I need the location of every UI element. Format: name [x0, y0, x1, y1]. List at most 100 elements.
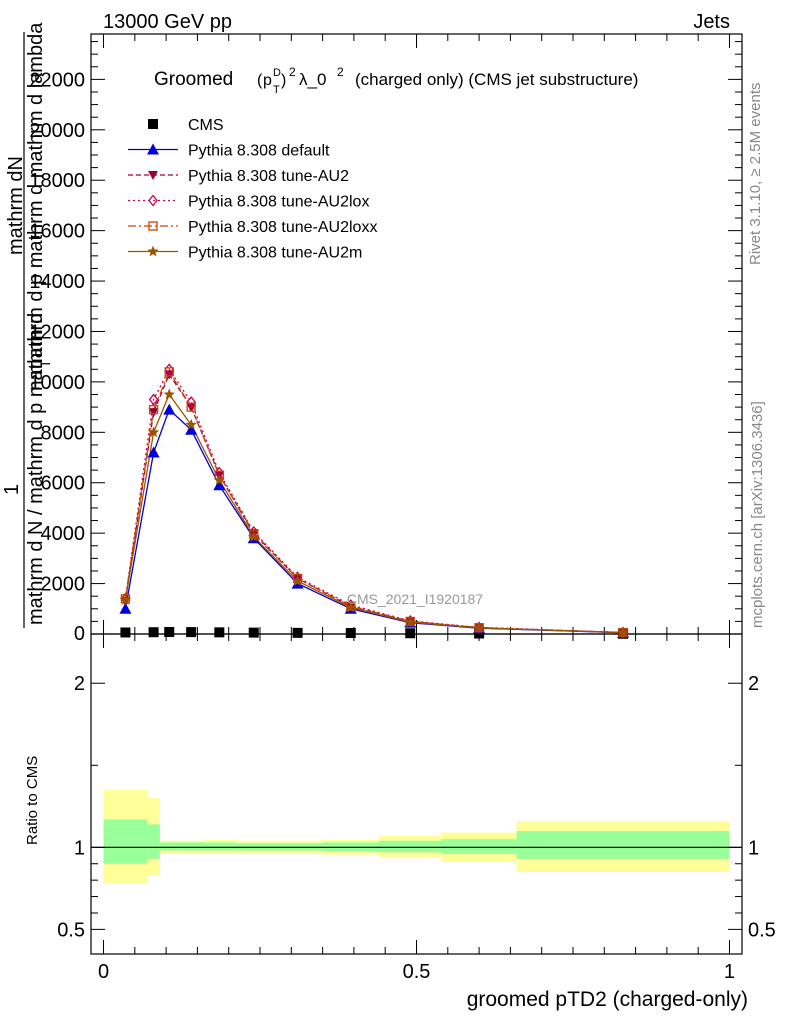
stat-band-4 — [203, 842, 235, 851]
ylabel-line2: mathrm d p mathrm d mathrm d lambda — [25, 22, 47, 375]
ylabel-sub-t: T — [37, 359, 53, 368]
data-point-cms — [120, 627, 131, 638]
main-ylabel: mathrm dN mathrm d p mathrm d mathrm d l… — [1, 22, 53, 628]
data-point-pythia-8-308-default — [119, 602, 132, 614]
ratio-tick-label-left: 0.5 — [57, 919, 85, 941]
ratio-tick-label-right: 2 — [748, 673, 759, 695]
data-point-cms — [248, 627, 259, 638]
data-point-pythia-8-308-tune-au2m — [119, 594, 132, 605]
data-point-pythia-8-308-tune-au2m — [404, 616, 416, 627]
data-point-pythia-8-308-tune-au2m — [617, 626, 629, 638]
legend-label-pythia-8-308-tune-au2lox: Pythia 8.308 tune-AU2lox — [188, 194, 369, 211]
title-prefix: Groomed — [154, 69, 233, 90]
data-point-cms — [474, 628, 485, 639]
legend-marker-pythia-8-308-default — [147, 143, 159, 155]
title-lambda-sup: 2 — [337, 65, 344, 79]
data-point-pythia-8-308-tune-au2m — [291, 575, 304, 586]
x-tick-label: 0 — [98, 961, 109, 983]
data-point-pythia-8-308-default — [185, 423, 198, 435]
ylabel-line3: 1 — [1, 484, 23, 495]
rivet-label: Rivet 3.1.10, ≥ 2.5M events — [747, 83, 764, 266]
series-markers — [119, 363, 630, 639]
legend-label-pythia-8-308-tune-au2loxx: Pythia 8.308 tune-AU2loxx — [188, 219, 377, 236]
data-point-pythia-8-308-tune-au2loxx — [164, 367, 174, 377]
data-point-pythia-8-308-tune-au2lox — [148, 393, 159, 406]
data-point-pythia-8-308-tune-au2m — [185, 418, 197, 430]
y-tick-label: 22000 — [29, 69, 85, 91]
legend-marker-pythia-8-308-tune-au2m — [147, 245, 159, 257]
title-paren-open: ( — [257, 72, 263, 89]
plot-title: Groomed ( p D T ) 2 λ_0 2 (charged only)… — [154, 65, 638, 96]
y-tick-label: 6000 — [41, 473, 86, 495]
title-sup-d: D — [273, 67, 281, 79]
legend-marker-cms — [148, 119, 158, 129]
stat-band-1 — [147, 824, 160, 859]
legend-marker-pythia-8-308-tune-au2lox — [148, 194, 158, 207]
ylabel-line4: mathrm d N / mathrm d p mathrm d — [25, 313, 47, 625]
y-tick-label: 2000 — [41, 574, 86, 596]
data-point-pythia-8-308-tune-au2m — [147, 426, 160, 438]
x-axis-label: groomed pTD2 (charged-only) — [467, 988, 748, 1011]
y-tick-label: 4000 — [41, 523, 86, 545]
stat-band-10 — [516, 830, 730, 859]
data-point-pythia-8-308-tune-au2lox — [186, 396, 196, 409]
ratio-tick-label-left: 1 — [74, 837, 85, 859]
mcplots-label: mcplots.cern.ch [arXiv:1306.3436] — [749, 401, 766, 628]
energy-label: 13000 GeV pp — [103, 11, 232, 33]
data-point-cms — [214, 627, 225, 638]
title-sub-t: T — [273, 84, 280, 96]
stat-band-8 — [378, 840, 442, 853]
data-point-pythia-8-308-tune-au2loxx — [186, 402, 196, 412]
analysis-id: CMS_2021_I1920187 — [347, 591, 483, 607]
y-tick-label: 16000 — [29, 221, 85, 243]
data-point-pythia-8-308-default — [163, 403, 176, 415]
data-point-cms — [345, 627, 356, 638]
stat-band-3 — [178, 842, 204, 851]
data-point-pythia-8-308-default — [147, 446, 160, 458]
ratio-tick-label-right: 1 — [748, 837, 759, 859]
legend-label-pythia-8-308-default: Pythia 8.308 default — [188, 143, 330, 160]
legend: CMS Pythia 8.308 default Pythia 8.308 tune… — [128, 117, 377, 262]
stat-band-0 — [103, 819, 148, 864]
ratio-uncertainty-bands — [103, 789, 730, 884]
legend-label-cms: CMS — [188, 117, 224, 134]
ylabel-line1: mathrm dN — [5, 156, 27, 255]
y-tick-label: 20000 — [29, 120, 85, 142]
data-point-cms — [186, 627, 197, 638]
ratio-tick-label-right: 0.5 — [748, 919, 776, 941]
data-point-pythia-8-308-tune-au2m — [345, 601, 357, 613]
ratio-frame — [90, 633, 743, 955]
data-point-pythia-8-308-tune-au2m — [213, 474, 225, 486]
data-point-cms — [292, 627, 303, 638]
main-y-ticks: 2000 4000 6000 8000 10000 12000 14000 16000 1800… — [29, 41, 742, 645]
legend-marker-pythia-8-308-tune-au2loxx — [148, 221, 158, 231]
title-p: p — [263, 72, 272, 89]
series-line-pythia-8-308-tune-au2lox — [124, 368, 624, 634]
data-point-pythia-8-308-tune-au2lox — [120, 592, 131, 605]
y-tick-label: 14000 — [29, 271, 85, 293]
data-point-pythia-8-308-tune-au2lox — [474, 621, 484, 634]
data-point-cms — [405, 628, 416, 639]
legend-label-pythia-8-308-tune-au2m: Pythia 8.308 tune-AU2m — [188, 245, 362, 262]
title-paren-close: ) — [281, 72, 286, 89]
title-lambda: λ_0 — [299, 70, 326, 89]
y-tick-label: 10000 — [29, 372, 85, 394]
x-ticks: 0 0.5 1 — [98, 34, 735, 983]
data-point-pythia-8-308-tune-au2 — [148, 408, 159, 418]
y-tick-label: 12000 — [29, 321, 85, 343]
stat-band-2 — [159, 842, 179, 851]
data-point-pythia-8-308-tune-au2m — [473, 621, 485, 633]
legend-label-pythia-8-308-tune-au2: Pythia 8.308 tune-AU2 — [188, 168, 349, 185]
data-point-pythia-8-308-default — [213, 479, 226, 491]
data-point-pythia-8-308-tune-au2m — [248, 530, 260, 542]
ratio-tick-label-left: 2 — [74, 673, 85, 695]
y-tick-label: 8000 — [41, 422, 86, 444]
data-point-pythia-8-308-tune-au2loxx — [148, 404, 159, 415]
ratio-y-ticks: 0.5 0.5 1 1 2 2 — [57, 673, 776, 941]
legend-marker-pythia-8-308-tune-au2 — [148, 171, 158, 180]
jets-label: Jets — [693, 11, 730, 33]
x-tick-label: 0.5 — [403, 961, 431, 983]
ratio-ylabel: Ratio to CMS — [24, 756, 41, 845]
y-tick-label: 18000 — [29, 170, 85, 192]
stat-band-9 — [441, 839, 517, 854]
